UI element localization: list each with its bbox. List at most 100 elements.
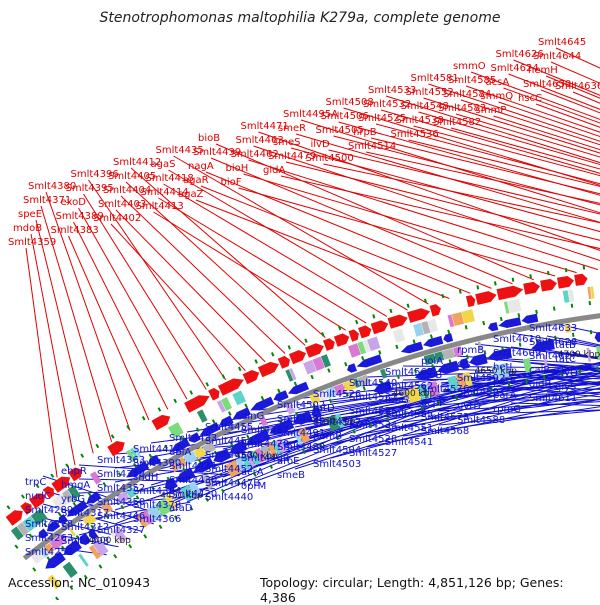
label-connector bbox=[201, 186, 470, 293]
gene-arrow bbox=[208, 388, 219, 401]
gene-label: hrpB bbox=[353, 127, 377, 138]
gene-label: Smlt4500 bbox=[306, 153, 354, 164]
gene-arrow bbox=[371, 320, 389, 334]
gene-label: Smlt4359 bbox=[8, 237, 56, 248]
feature-box bbox=[507, 299, 521, 313]
gene-arrow bbox=[401, 342, 423, 354]
gene-label: oprM bbox=[241, 481, 266, 492]
label-connector bbox=[196, 200, 449, 299]
gene-label: hetI bbox=[493, 362, 512, 373]
label-connector bbox=[329, 150, 600, 259]
gene-label: gidA bbox=[263, 165, 285, 176]
gene-labels: Smlt4359mdoBspeESmlt4371Smlt4380Smlt4383… bbox=[8, 37, 600, 558]
gene-arrow bbox=[430, 304, 441, 316]
gene-label: afaD bbox=[169, 503, 193, 514]
label-connector bbox=[239, 188, 556, 276]
gene-label: acsA bbox=[486, 77, 510, 88]
gene-label: tatD bbox=[313, 403, 335, 414]
gene-arrow bbox=[305, 343, 324, 358]
gene-label: smmP bbox=[476, 105, 507, 116]
gene-label: Smlt4514 bbox=[348, 141, 396, 152]
label-connector bbox=[79, 208, 188, 399]
gene-label: Smlt4413 bbox=[136, 201, 184, 212]
gene-label: agaR bbox=[183, 175, 209, 186]
gene-label: calB bbox=[529, 365, 550, 376]
gene-label: Smlt4633 bbox=[529, 323, 577, 334]
gene-label: Smlt4644 bbox=[533, 51, 581, 62]
gene-label: Smlt4527 bbox=[349, 448, 397, 459]
gene-label: polA bbox=[421, 356, 443, 367]
label-connector bbox=[121, 196, 285, 354]
gene-arrow bbox=[243, 370, 260, 384]
label-connector bbox=[74, 222, 168, 409]
gene-arrow bbox=[466, 295, 476, 307]
gene-label: Smlt4636 bbox=[555, 81, 600, 92]
label-connector bbox=[116, 210, 265, 362]
gene-label: glyS bbox=[555, 382, 576, 393]
gene-label: bioH bbox=[226, 163, 249, 174]
gene-arrow bbox=[184, 395, 210, 412]
label-connector bbox=[26, 248, 57, 477]
gene-arrow bbox=[595, 332, 600, 343]
gene-label: Smlt4252 bbox=[25, 547, 73, 558]
gene-label: Smlt4588 bbox=[457, 415, 505, 426]
gene-label: cioB bbox=[421, 370, 442, 381]
gene-label: Smlt4541 bbox=[385, 437, 433, 448]
genome-summary: Topology: circular; Length: 4,851,126 bp… bbox=[260, 575, 600, 605]
label-connector bbox=[334, 136, 600, 260]
feature-box bbox=[78, 554, 89, 567]
gene-arrow bbox=[278, 356, 290, 369]
gene-arrow bbox=[334, 333, 349, 347]
gene-arrow bbox=[6, 510, 23, 526]
gene-arrow bbox=[349, 329, 359, 341]
gene-label: bioF bbox=[221, 177, 242, 188]
gene-arrow bbox=[523, 282, 540, 295]
gene-label: ehpR bbox=[61, 466, 87, 477]
gene-label: smeS bbox=[273, 137, 300, 148]
gene-arrow bbox=[488, 322, 498, 331]
gene-label: nagA bbox=[188, 161, 214, 172]
gene-arrow bbox=[289, 350, 306, 364]
gene-label: rpmG bbox=[493, 404, 521, 415]
label-connector bbox=[111, 224, 245, 371]
gene-label: tatC bbox=[555, 354, 576, 365]
label-connector bbox=[69, 236, 149, 420]
gene-label: fabG bbox=[385, 395, 409, 406]
label-connector bbox=[164, 184, 387, 316]
gene-arrow bbox=[574, 274, 587, 286]
gene-label: smeB bbox=[277, 470, 305, 481]
label-connector bbox=[414, 126, 600, 284]
gene-arrow bbox=[423, 336, 443, 347]
gene-label: acrA bbox=[241, 467, 264, 478]
gene-arrow bbox=[540, 279, 557, 292]
gene-arrow bbox=[358, 325, 371, 338]
gene-arrow bbox=[443, 333, 453, 342]
gene-label: yrbG bbox=[61, 494, 85, 505]
gene-label: dinG bbox=[241, 411, 264, 422]
gene-arrow bbox=[152, 415, 171, 430]
gene-arrow bbox=[557, 276, 574, 289]
gene-label: Smlt4308 bbox=[61, 536, 109, 547]
gene-label: agaZ bbox=[178, 189, 204, 200]
gene-label: acpP bbox=[421, 398, 445, 409]
gene-label: Smlt4402 bbox=[93, 213, 141, 224]
gene-label: Smlt4611 bbox=[529, 393, 577, 404]
gene-label: trpC bbox=[25, 477, 46, 488]
gene-label: Smlt4440 bbox=[205, 492, 253, 503]
gene-arrow bbox=[388, 315, 408, 329]
gene-label: sndH bbox=[133, 472, 158, 483]
gene-label: ilvD bbox=[311, 139, 330, 150]
gene-label: hmgA bbox=[61, 480, 90, 491]
label-connector bbox=[36, 220, 93, 453]
gene-label: Smlt4645 bbox=[538, 37, 586, 48]
gene-label: gidB bbox=[529, 379, 551, 390]
gene-label: Smlt4536 bbox=[391, 129, 439, 140]
label-connector bbox=[249, 160, 599, 270]
gene-arrow bbox=[347, 363, 357, 373]
gene-label: exoD bbox=[61, 197, 87, 208]
feature-box bbox=[393, 329, 405, 343]
gene-label: smmO bbox=[453, 61, 486, 72]
feature-box bbox=[197, 409, 208, 422]
gene-label: smeR bbox=[278, 123, 306, 134]
